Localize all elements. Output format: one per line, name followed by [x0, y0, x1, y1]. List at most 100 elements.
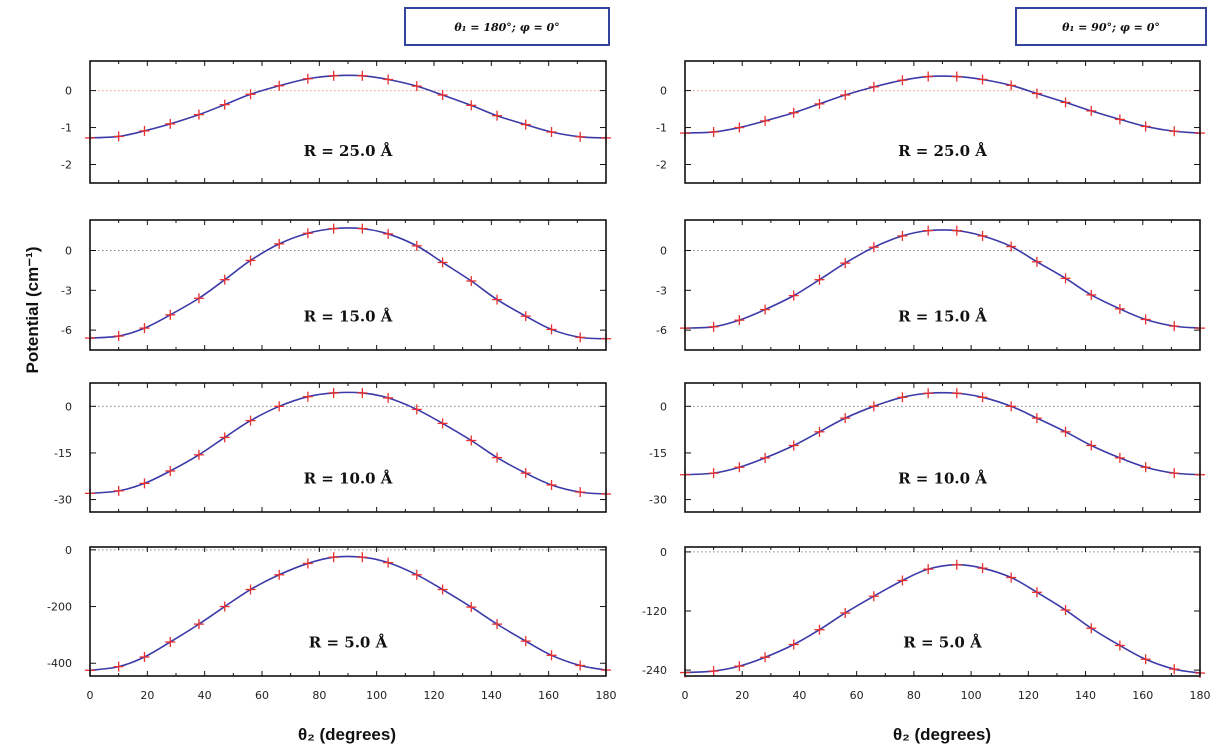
data-point: [1031, 413, 1042, 424]
data-point: [1169, 664, 1180, 675]
data-point: [193, 449, 204, 460]
data-point: [1140, 314, 1151, 325]
data-point: [302, 558, 313, 569]
data-point: [1086, 440, 1097, 451]
panel-right-0: 0 -1 -2 R = 25.0 Å: [656, 60, 1205, 184]
data-point: [814, 624, 825, 635]
data-point: [1169, 126, 1180, 137]
panel-frame: [684, 219, 1201, 351]
data-point: [383, 392, 394, 403]
data-point: [788, 107, 799, 118]
x-tick-label: 160: [538, 689, 559, 702]
data-point: [1086, 105, 1097, 116]
data-point: [1060, 97, 1071, 108]
y-tick-label: -30: [649, 494, 667, 507]
data-point: [245, 584, 256, 595]
panel-frame: [89, 546, 607, 677]
data-point: [328, 70, 339, 81]
data-point: [977, 563, 988, 574]
panels: 0 -1 -2 R = 25.0 Å 0 -3 -6 R = 15.0 Å 0-15-30R =…: [47, 60, 1211, 702]
data-point: [245, 255, 256, 266]
data-point: [1114, 114, 1125, 125]
y-tick-label: -1: [656, 122, 667, 135]
y-tick-label: -2: [61, 159, 72, 172]
data-point: [193, 293, 204, 304]
y-tick-label: -30: [54, 494, 72, 507]
data-point: [897, 75, 908, 86]
data-point: [840, 413, 851, 424]
data-point: [165, 636, 176, 647]
r-label: R = 5.0 Å: [903, 634, 982, 652]
data-point: [466, 602, 477, 613]
data-point: [868, 242, 879, 253]
y-tick-label: -400: [47, 657, 72, 670]
panel-frame: [89, 60, 607, 184]
data-point: [546, 324, 557, 335]
data-point: [575, 660, 586, 671]
data-point: [788, 440, 799, 451]
panel-left-1: 0 -3 -6 R = 15.0 Å: [61, 219, 611, 351]
data-point: [788, 639, 799, 650]
x-axis-label-right: θ₂ (degrees): [893, 725, 991, 744]
header-box-right: θ₁ = 90°; φ = 0°: [1015, 7, 1207, 46]
data-point: [840, 607, 851, 618]
r-label: R = 25.0 Å: [898, 142, 987, 160]
data-point: [302, 73, 313, 84]
data-point: [708, 321, 719, 332]
data-point: [951, 71, 962, 82]
data-point: [1031, 256, 1042, 267]
data-point: [951, 225, 962, 236]
data-point: [868, 591, 879, 602]
fit-curve: [684, 391, 1201, 476]
y-tick-label: -1: [61, 122, 72, 135]
data-point: [1031, 587, 1042, 598]
fit-curve: [89, 74, 607, 139]
panel-frame: [89, 219, 607, 351]
data-point: [219, 601, 230, 612]
x-tick-label: 60: [850, 689, 864, 702]
data-point: [546, 650, 557, 661]
data-point: [411, 569, 422, 580]
data-point: [951, 559, 962, 570]
data-point: [1086, 289, 1097, 300]
panel-frame: [684, 546, 1201, 677]
y-tick-label: -2: [656, 159, 667, 172]
data-point: [165, 465, 176, 476]
data-point: [466, 435, 477, 446]
y-tick-label: -120: [642, 605, 667, 618]
data-point: [492, 294, 503, 305]
x-tick-label: 120: [1018, 689, 1039, 702]
r-label: R = 15.0 Å: [304, 307, 393, 325]
panel-left-2: 0 -15 -30 R = 10.0 Å: [54, 382, 611, 513]
y-tick-label: -3: [656, 284, 667, 297]
data-point: [139, 652, 150, 663]
data-point: [1006, 241, 1017, 252]
r-label: R = 25.0 Å: [304, 142, 393, 160]
data-point: [274, 80, 285, 91]
data-point: [1006, 401, 1017, 412]
data-point: [868, 401, 879, 412]
data-point: [734, 122, 745, 133]
data-point: [139, 323, 150, 334]
data-point: [113, 485, 124, 496]
data-point: [437, 257, 448, 268]
data-point: [520, 119, 531, 130]
y-tick-label: 0: [65, 544, 72, 557]
data-point: [357, 387, 368, 398]
x-tick-label: 0: [87, 689, 94, 702]
data-point: [193, 109, 204, 120]
y-tick-label: -6: [656, 324, 667, 337]
y-tick-label: -240: [642, 664, 667, 677]
data-point: [760, 652, 771, 663]
data-point: [357, 552, 368, 563]
data-point: [575, 131, 586, 142]
data-point: [411, 81, 422, 92]
x-tick-label: 20: [140, 689, 154, 702]
y-axis-label: Potential (cm⁻¹): [23, 246, 42, 373]
data-point: [734, 661, 745, 672]
data-point: [466, 100, 477, 111]
data-point: [1006, 80, 1017, 91]
y-tick-label: -6: [61, 324, 72, 337]
x-tick-label: 160: [1132, 689, 1153, 702]
data-point: [437, 418, 448, 429]
